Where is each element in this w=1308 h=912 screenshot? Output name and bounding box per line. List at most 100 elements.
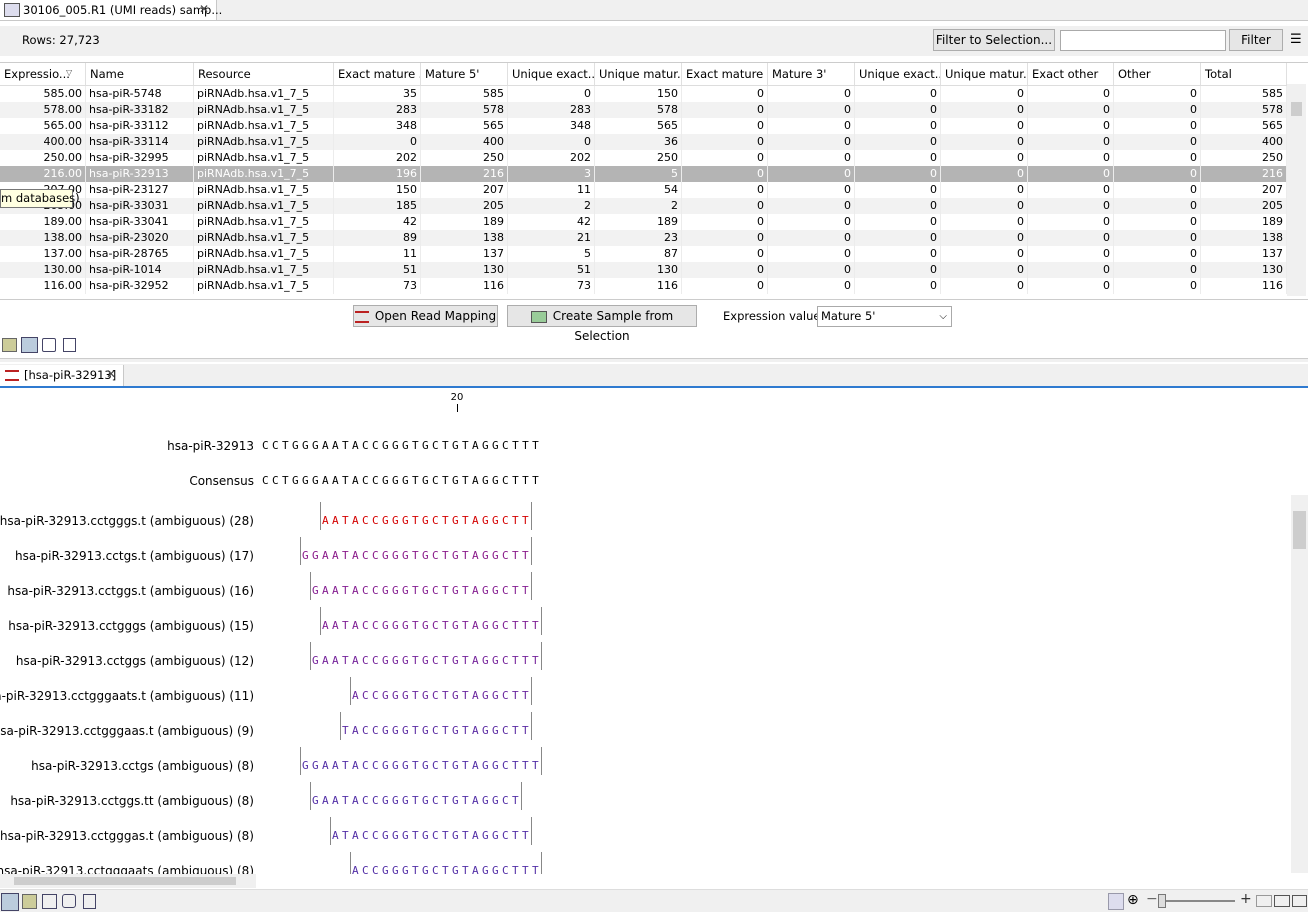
column-header[interactable]: Resource [194, 63, 334, 85]
table-cell[interactable]: 0 [1028, 214, 1114, 230]
table-cell[interactable]: 0 [941, 134, 1028, 150]
table-cell[interactable]: 216 [1201, 166, 1287, 182]
table-cell[interactable]: 565 [595, 118, 682, 134]
close-icon[interactable]: ✕ [199, 2, 210, 16]
table-cell[interactable]: 130.00 [0, 262, 86, 278]
table-cell[interactable]: 0 [941, 118, 1028, 134]
table-cell[interactable]: 0 [682, 246, 768, 262]
table-cell[interactable]: 250 [1201, 150, 1287, 166]
column-header[interactable]: Unique matur... [941, 63, 1028, 85]
column-header[interactable]: Exact mature 5' [334, 63, 421, 85]
table-row[interactable] [0, 166, 1287, 182]
table-cell[interactable]: 585.00 [0, 86, 86, 102]
table-cell[interactable]: 0 [1028, 134, 1114, 150]
table-cell[interactable]: 0 [768, 198, 855, 214]
table-cell[interactable]: 565 [1201, 118, 1287, 134]
table-cell[interactable]: 0 [682, 214, 768, 230]
table-cell[interactable]: 0 [682, 166, 768, 182]
table-cell[interactable]: 0 [768, 278, 855, 294]
table-cell[interactable]: 0 [1028, 262, 1114, 278]
table-cell[interactable]: 0 [855, 246, 941, 262]
table-cell[interactable]: 116 [595, 278, 682, 294]
table-cell[interactable]: 73 [334, 278, 421, 294]
split-divider[interactable] [0, 358, 1308, 362]
table-cell[interactable]: 0 [1114, 134, 1201, 150]
scroll-thumb[interactable] [1291, 102, 1302, 116]
table-cell[interactable]: 11 [508, 182, 595, 198]
filter-to-selection-button[interactable]: Filter to Selection... [933, 29, 1055, 51]
table-cell[interactable]: 150 [595, 86, 682, 102]
column-header[interactable]: Unique exact... [508, 63, 595, 85]
table-cell[interactable]: 0 [768, 262, 855, 278]
table-cell[interactable]: 0 [1114, 166, 1201, 182]
table-cell[interactable]: 0 [941, 214, 1028, 230]
table-cell[interactable]: 0 [855, 166, 941, 182]
table-cell[interactable]: 36 [595, 134, 682, 150]
column-header[interactable]: Exact other [1028, 63, 1114, 85]
view-icon[interactable] [21, 337, 38, 353]
table-row[interactable] [0, 118, 1287, 134]
table-cell[interactable]: 150 [334, 182, 421, 198]
table-cell[interactable]: 0 [1114, 86, 1201, 102]
table-cell[interactable]: 5 [595, 166, 682, 182]
table-cell[interactable]: hsa-piR-33112 [86, 118, 194, 134]
table-cell[interactable]: 207 [1201, 182, 1287, 198]
table-cell[interactable]: 0 [941, 198, 1028, 214]
table-cell[interactable]: 585 [1201, 86, 1287, 102]
table-cell[interactable]: piRNAdb.hsa.v1_7_5 [194, 166, 334, 182]
actual-size-icon[interactable] [1292, 895, 1307, 907]
table-cell[interactable]: 0 [768, 118, 855, 134]
table-cell[interactable]: 0 [682, 230, 768, 246]
table-cell[interactable]: 21 [508, 230, 595, 246]
table-cell[interactable]: 0 [941, 182, 1028, 198]
table-cell[interactable]: hsa-piR-28765 [86, 246, 194, 262]
table-cell[interactable]: 189.00 [0, 214, 86, 230]
table-cell[interactable]: 189 [595, 214, 682, 230]
table-cell[interactable]: 5 [508, 246, 595, 262]
table-cell[interactable]: 348 [508, 118, 595, 134]
table-cell[interactable]: 137 [1201, 246, 1287, 262]
table-cell[interactable]: 0 [682, 134, 768, 150]
table-cell[interactable]: piRNAdb.hsa.v1_7_5 [194, 182, 334, 198]
table-cell[interactable]: 0 [1114, 246, 1201, 262]
table-cell[interactable]: 0 [508, 86, 595, 102]
table-cell[interactable]: 3 [508, 166, 595, 182]
table-cell[interactable]: 0 [682, 86, 768, 102]
table-row[interactable] [0, 134, 1287, 150]
table-row[interactable] [0, 246, 1287, 262]
table-cell[interactable]: 0 [768, 134, 855, 150]
table-cell[interactable]: hsa-piR-32913 [86, 166, 194, 182]
table-row[interactable] [0, 182, 1287, 198]
table-cell[interactable]: 0 [855, 86, 941, 102]
table-cell[interactable]: 0 [682, 118, 768, 134]
create-sample-button[interactable]: Create Sample from Selection [507, 305, 697, 343]
table-cell[interactable]: 0 [855, 134, 941, 150]
table-cell[interactable]: 578 [595, 102, 682, 118]
table-cell[interactable]: 0 [768, 246, 855, 262]
table-cell[interactable]: 35 [334, 86, 421, 102]
table-cell[interactable]: 189 [421, 214, 508, 230]
table-row[interactable] [0, 198, 1287, 214]
table-cell[interactable]: 0 [682, 182, 768, 198]
zoom-slider[interactable] [1160, 900, 1235, 902]
table-cell[interactable]: 216.00 [0, 166, 86, 182]
table-cell[interactable]: 0 [941, 102, 1028, 118]
table-cell[interactable]: 216 [421, 166, 508, 182]
table-cell[interactable]: 205 [421, 198, 508, 214]
table-cell[interactable]: 0 [1028, 166, 1114, 182]
table-cell[interactable]: 0 [1028, 198, 1114, 214]
table-cell[interactable]: piRNAdb.hsa.v1_7_5 [194, 246, 334, 262]
filter-button[interactable]: Filter [1229, 29, 1283, 51]
table-cell[interactable]: 185 [334, 198, 421, 214]
table-cell[interactable]: 0 [1028, 230, 1114, 246]
zoom-tool[interactable]: ⊕ [1127, 892, 1139, 908]
menu-icon[interactable]: ☰ [1290, 32, 1302, 47]
table-cell[interactable]: hsa-piR-1014 [86, 262, 194, 278]
table-cell[interactable]: 0 [768, 102, 855, 118]
table-cell[interactable]: 0 [1028, 278, 1114, 294]
column-header[interactable]: Mature 5' [421, 63, 508, 85]
column-header[interactable]: Unique matur... [595, 63, 682, 85]
table-cell[interactable]: piRNAdb.hsa.v1_7_5 [194, 262, 334, 278]
column-header[interactable]: Expressio... [0, 63, 86, 85]
table-cell[interactable]: 23 [595, 230, 682, 246]
